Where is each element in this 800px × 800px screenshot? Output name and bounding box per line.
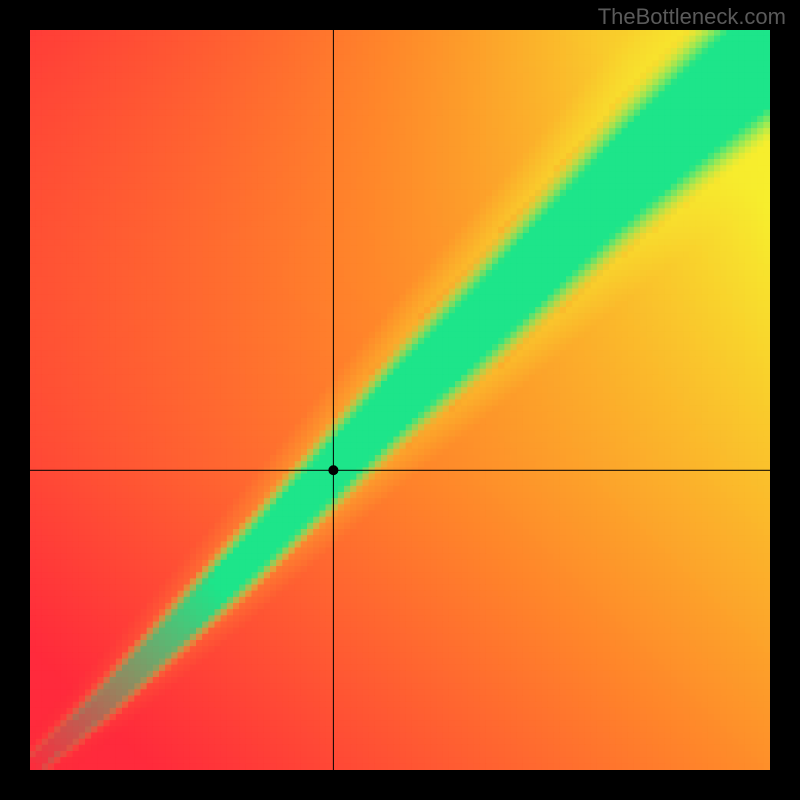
chart-container: TheBottleneck.com xyxy=(0,0,800,800)
watermark-text: TheBottleneck.com xyxy=(598,4,786,30)
heatmap-canvas xyxy=(0,0,800,800)
